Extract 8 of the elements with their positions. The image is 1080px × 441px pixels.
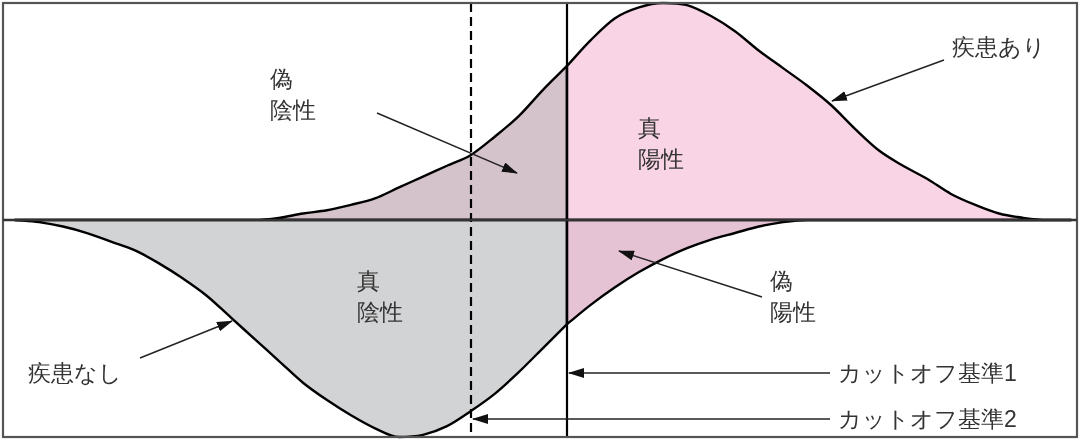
annotation: 疾患なし — [28, 360, 122, 386]
annotation: 偽陽性 — [770, 268, 816, 325]
annotation: 真陰性 — [357, 268, 403, 325]
annotation: 真陽性 — [638, 115, 684, 172]
annotation: 偽陰性 — [270, 66, 316, 123]
annotation: カットオフ基準1 — [838, 360, 1017, 386]
annotation: 疾患あり — [952, 34, 1046, 60]
annotation: カットオフ基準2 — [838, 406, 1017, 432]
